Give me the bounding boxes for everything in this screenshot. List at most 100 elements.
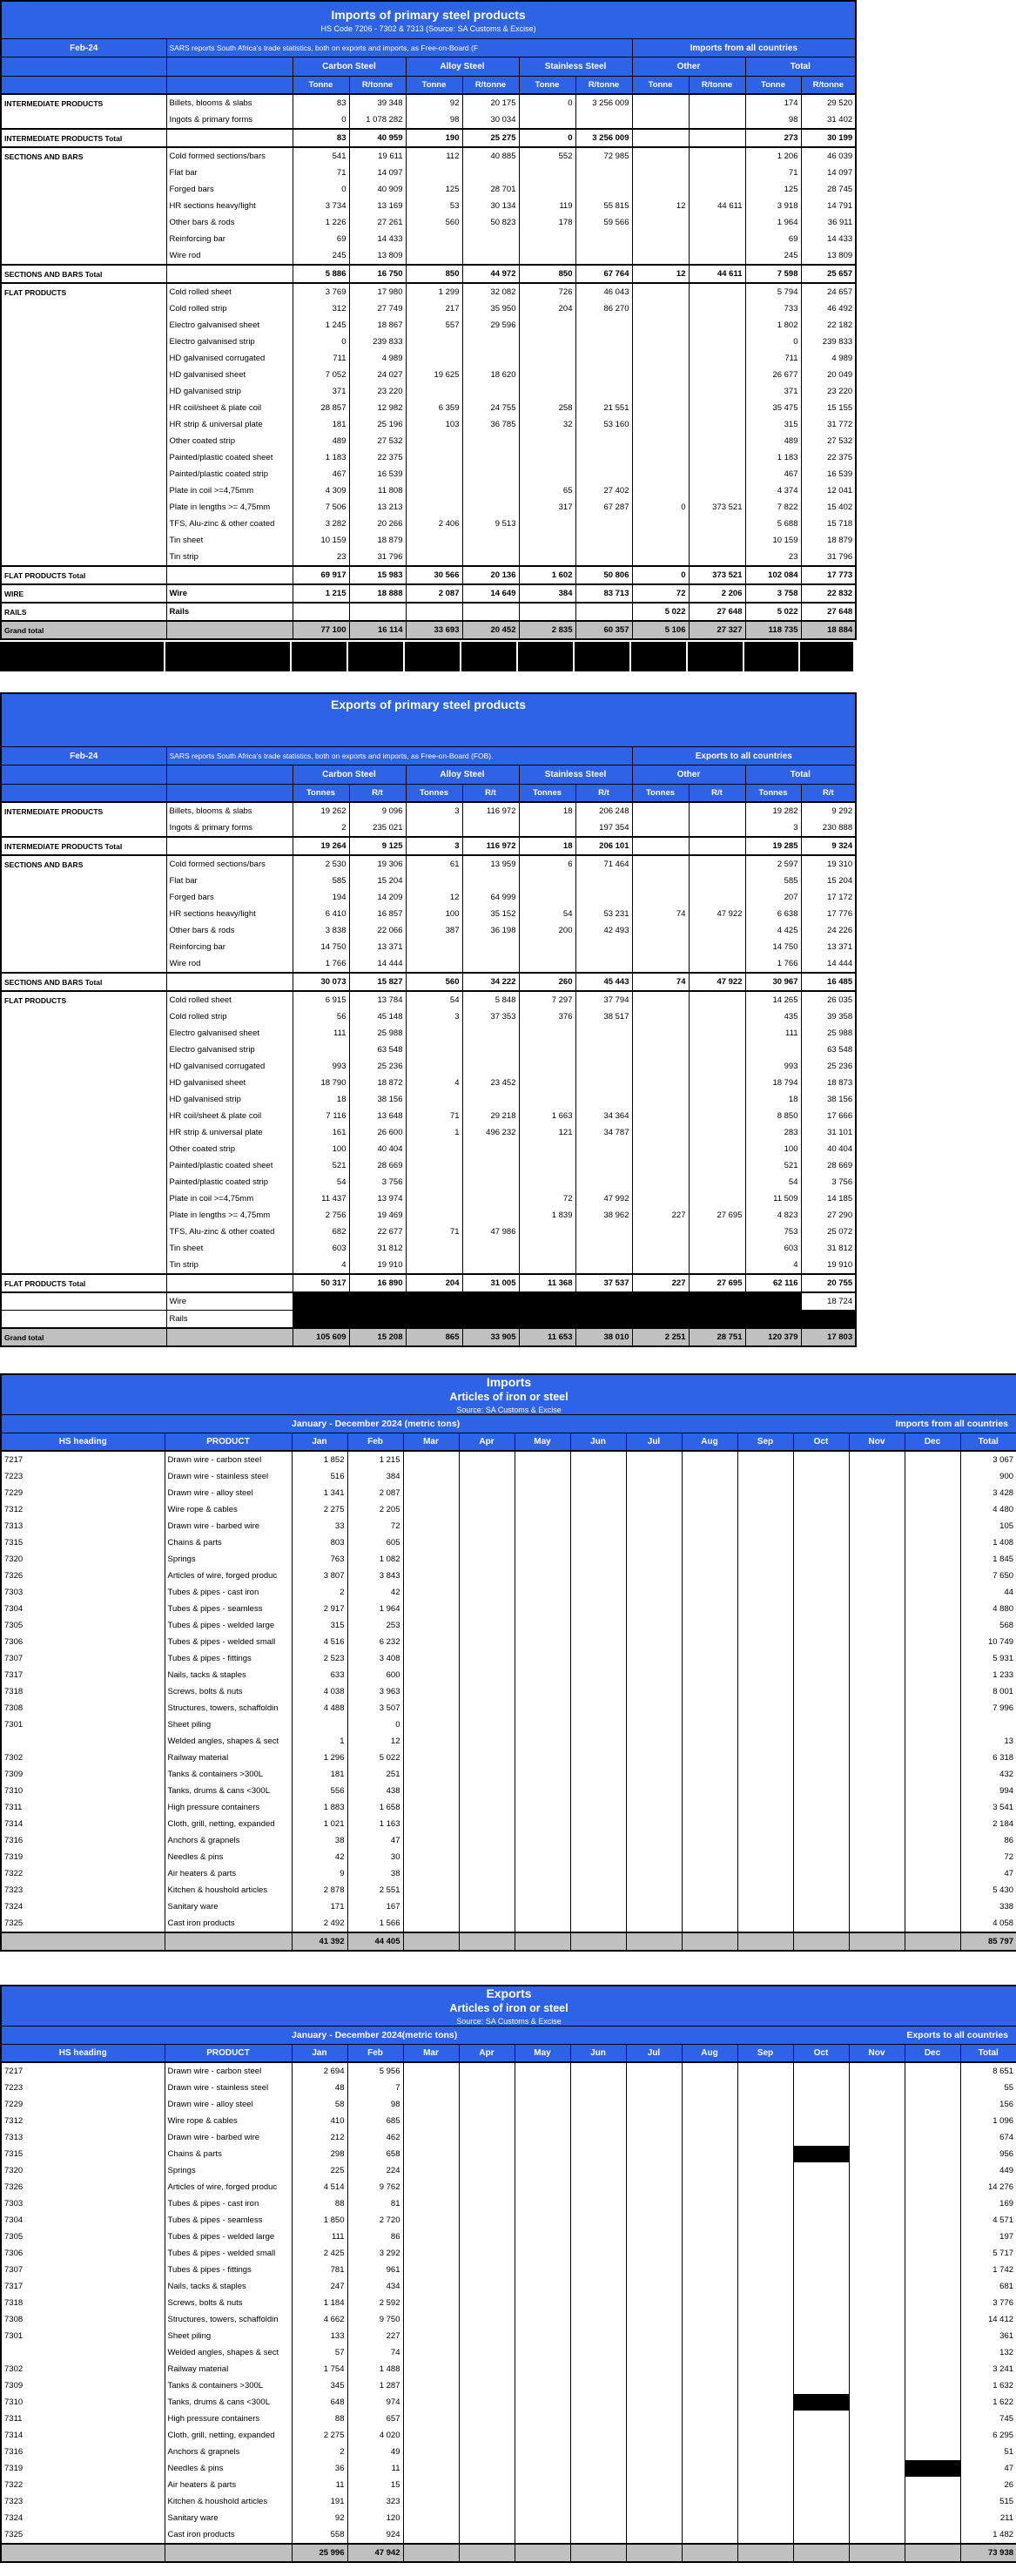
value-cell: 15 208 bbox=[348, 1327, 407, 1347]
total-value-cell: 2 184 bbox=[959, 1816, 1016, 1832]
table-row: INTERMEDIATE PRODUCTS Billets, blooms & s… bbox=[0, 802, 857, 819]
category-cell bbox=[0, 549, 167, 566]
month-value-cell bbox=[904, 2444, 961, 2460]
value-cell bbox=[631, 1174, 690, 1190]
month-value-cell bbox=[402, 2195, 460, 2212]
value-cell: 19 310 bbox=[800, 855, 857, 873]
month-value-cell bbox=[402, 1568, 460, 1584]
blank-cell bbox=[625, 1932, 683, 1952]
total-value-cell: 169 bbox=[959, 2195, 1016, 2212]
hs-code-cell: 7307 bbox=[0, 2262, 165, 2278]
value-cell: 37 794 bbox=[575, 991, 633, 1008]
month-value-cell: 5 956 bbox=[347, 2062, 404, 2080]
total-value-cell: 7 996 bbox=[959, 1700, 1016, 1716]
value-cell bbox=[518, 602, 576, 622]
value-cell: 4 309 bbox=[292, 482, 350, 499]
value-cell bbox=[461, 1025, 520, 1042]
table-subtitle-text: HS Code 7206 - 7302 & 7313 (Source: SA C… bbox=[320, 24, 536, 33]
period-band: January - December 2024 (metric tons) Imp… bbox=[1, 1414, 1016, 1433]
month-value-cell bbox=[458, 2477, 515, 2493]
month-value-cell bbox=[625, 1501, 683, 1518]
month-value-cell bbox=[681, 1601, 738, 1617]
category-cell bbox=[0, 889, 167, 906]
value-cell: 317 bbox=[518, 499, 576, 516]
month-value-cell: 685 bbox=[347, 2113, 404, 2129]
value-cell bbox=[405, 1190, 463, 1207]
value-cell: 46 492 bbox=[800, 300, 857, 317]
value-cell: 3 256 009 bbox=[575, 128, 633, 148]
month-value-cell bbox=[681, 1568, 738, 1584]
value-cell: 18 794 bbox=[744, 1075, 802, 1091]
value-cell bbox=[461, 350, 520, 367]
value-cell bbox=[631, 433, 690, 449]
month-value-cell bbox=[569, 2377, 627, 2394]
value-cell bbox=[348, 602, 407, 622]
value-cell: 13 648 bbox=[348, 1108, 407, 1124]
blank-cell bbox=[458, 1932, 515, 1952]
value-cell bbox=[405, 499, 463, 516]
table-row: Other coated strip 100 40 404 100 40 404 bbox=[0, 1141, 857, 1157]
hs-code-cell: 7317 bbox=[0, 1667, 165, 1683]
value-cell: 2 835 bbox=[518, 620, 576, 640]
month-value-cell bbox=[569, 2262, 627, 2278]
month-value-cell bbox=[792, 1882, 850, 1898]
value-cell: 14 791 bbox=[800, 198, 857, 214]
value-cell: 7 297 bbox=[518, 991, 576, 1008]
value-cell bbox=[631, 855, 690, 873]
month-value-cell bbox=[458, 2129, 515, 2146]
month-value-cell bbox=[402, 2493, 460, 2510]
month-value-cell bbox=[514, 2113, 571, 2129]
month-value-cell bbox=[737, 2229, 794, 2245]
month-value-cell bbox=[681, 1750, 738, 1766]
month-value-cell: 191 bbox=[291, 2493, 348, 2510]
month-value-cell bbox=[904, 2080, 961, 2096]
value-cell: 16 539 bbox=[800, 466, 857, 482]
value-cell: 35 152 bbox=[461, 906, 520, 922]
month-value-cell bbox=[904, 1766, 961, 1783]
month-value-cell bbox=[848, 2394, 905, 2411]
month-value-cell bbox=[737, 2096, 794, 2113]
value-cell: 204 bbox=[405, 1273, 463, 1293]
table-row: TFS, Alu-zinc & other coated 3 282 20 266 2… bbox=[0, 516, 857, 532]
value-cell: 2 406 bbox=[405, 516, 463, 532]
total-value-cell: 5 931 bbox=[959, 1650, 1016, 1667]
value-cell: 64 999 bbox=[461, 889, 520, 906]
category-cell bbox=[0, 334, 167, 350]
month-value-cell bbox=[402, 2096, 460, 2113]
value-cell: 36 785 bbox=[461, 416, 520, 433]
column-header: Jul bbox=[625, 2044, 683, 2063]
month-value-cell bbox=[514, 2328, 571, 2344]
month-value-cell bbox=[625, 1766, 683, 1783]
product-cell: HR sections heavy/light bbox=[165, 198, 293, 214]
period-label: Feb-24 bbox=[0, 38, 167, 57]
month-value-cell bbox=[514, 1601, 571, 1617]
value-cell: 29 520 bbox=[800, 94, 857, 111]
column-header: Jun bbox=[569, 2044, 627, 2063]
value-cell bbox=[688, 383, 746, 400]
blank-cell bbox=[625, 2543, 683, 2563]
value-cell bbox=[631, 147, 690, 165]
value-cell bbox=[461, 231, 520, 247]
value-cell: 9 292 bbox=[800, 802, 857, 819]
product-cell: Anchors & grapnels bbox=[164, 2444, 293, 2460]
value-cell: 16 485 bbox=[800, 972, 857, 992]
unit-header: R/t bbox=[461, 784, 520, 803]
black-cell bbox=[688, 642, 743, 671]
month-value-cell: 6 232 bbox=[347, 1634, 404, 1650]
value-cell: 23 452 bbox=[461, 1075, 520, 1091]
value-cell: 315 bbox=[744, 416, 802, 433]
value-cell: 29 596 bbox=[461, 317, 520, 334]
value-cell: 3 756 bbox=[800, 1174, 857, 1190]
table-row: Wire rod 245 13 809 245 13 809 bbox=[0, 247, 857, 265]
product-cell: Wire bbox=[165, 583, 293, 604]
value-cell: 239 833 bbox=[348, 334, 407, 350]
table-row: 7301 Sheet piling 133 227 361 bbox=[0, 2328, 1016, 2344]
value-cell: 1 078 282 bbox=[348, 111, 407, 129]
month-value-cell bbox=[458, 2460, 515, 2477]
value-cell bbox=[631, 1108, 690, 1124]
product-cell: Tanks, drums & cans <300L bbox=[164, 2394, 293, 2411]
month-value-cell bbox=[569, 1733, 627, 1750]
month-value-cell: 2 720 bbox=[347, 2212, 404, 2229]
table-title: Imports Articles of iron or steel Source: … bbox=[0, 1373, 1016, 1415]
month-value-cell: 2 425 bbox=[291, 2245, 348, 2262]
